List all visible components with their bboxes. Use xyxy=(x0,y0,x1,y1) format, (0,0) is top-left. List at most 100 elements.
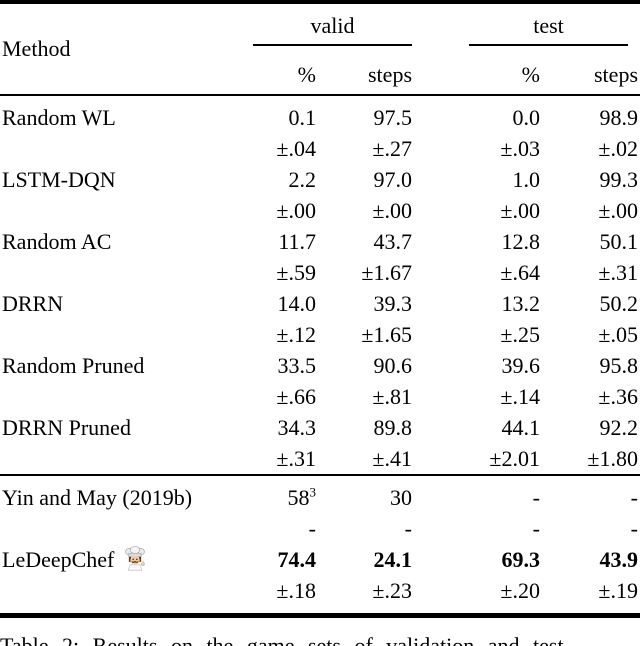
valid-steps-header: steps xyxy=(316,46,412,96)
method-column-header: Method xyxy=(0,4,248,96)
cell-test-steps-error: ±1.80 xyxy=(587,446,638,471)
cell-valid-percent: 33.5 xyxy=(277,353,317,378)
cell-valid-steps: 89.8 xyxy=(373,415,413,440)
method-label: Random Pruned xyxy=(2,353,145,378)
test-steps-header: steps xyxy=(540,46,640,96)
cell-valid-steps-error: ±.27 xyxy=(372,136,412,161)
cell-test-steps: 98.9 xyxy=(599,105,639,130)
cell-valid-steps-error: ±.81 xyxy=(372,384,412,409)
table-row-errors: ---- xyxy=(0,513,640,544)
cell-method-empty xyxy=(0,195,248,226)
cell-valid-steps: 43.7 xyxy=(373,229,413,254)
table-header: Method valid test % steps % steps xyxy=(0,4,640,96)
table-row-values: Random AC 11.7 43.7 12.8 50.1 xyxy=(0,226,640,257)
method-label: LeDeepChef xyxy=(2,547,115,572)
cell-test-percent-error: ±.14 xyxy=(500,384,540,409)
cell-method: DRRN xyxy=(0,288,248,319)
test-percent-header: % xyxy=(412,46,540,96)
table-row-values: Random WL 0.1 97.5 0.0 98.9 xyxy=(0,95,640,133)
cell-test-steps: 43.9 xyxy=(599,547,639,572)
cell-valid-percent: 74.4 xyxy=(277,547,317,572)
cell-test-steps-error: ±.19 xyxy=(598,578,638,603)
results-table: Method valid test % steps % steps Random… xyxy=(0,4,640,606)
table-row-values: LeDeepChef 74.4 24.1 69.3 43.9 xyxy=(0,544,640,575)
cell-test-percent-error: ±.25 xyxy=(500,322,540,347)
cell-method-empty xyxy=(0,513,248,544)
cell-valid-percent: 583 xyxy=(248,474,317,513)
cell-method: LeDeepChef xyxy=(0,544,248,575)
table-row-values: Yin and May (2019b) 583 30- - xyxy=(0,474,640,513)
table-row-errors: ±.04 ±.27 ±.03 ±.02 xyxy=(0,133,640,164)
cell-valid-percent-error: ±.00 xyxy=(276,198,316,223)
cell-method-empty xyxy=(0,575,248,606)
cell-method: Random WL xyxy=(0,95,248,133)
table-top-rule xyxy=(0,0,640,4)
cell-test-percent: 13.2 xyxy=(501,291,541,316)
cell-method-empty xyxy=(0,443,248,475)
test-group-header: test xyxy=(412,4,640,46)
cell-method: LSTM-DQN xyxy=(0,164,248,195)
cell-test-percent: 0.0 xyxy=(512,105,541,130)
cell-test-percent-error: ±2.01 xyxy=(489,446,540,471)
cell-test-percent: 1.0 xyxy=(512,167,541,192)
cell-valid-steps: 30 xyxy=(316,474,412,513)
table-body: Random WL 0.1 97.5 0.0 98.9 ±.04 ±.27 ±.03 ±.02 L… xyxy=(0,95,640,606)
cell-valid-steps: 97.5 xyxy=(373,105,413,130)
valid-percent-header: % xyxy=(248,46,316,96)
superscript-note: 3 xyxy=(309,484,317,500)
method-label: DRRN Pruned xyxy=(2,415,131,440)
table-row-errors: ±.18 ±.23 ±.20 ±.19 xyxy=(0,575,640,606)
cell-test-steps: 99.3 xyxy=(599,167,639,192)
method-label: DRRN xyxy=(2,291,64,316)
cell-method-empty xyxy=(0,133,248,164)
cell-test-percent: 12.8 xyxy=(501,229,541,254)
cell-valid-percent-error: ±.18 xyxy=(276,578,316,603)
cell-test-steps-error: ±.02 xyxy=(598,136,638,161)
cell-test-steps: 95.8 xyxy=(599,353,639,378)
cell-method: Yin and May (2019b) xyxy=(0,474,248,513)
table-row-errors: ±.31 ±.41 ±2.01 ±1.80 xyxy=(0,443,640,475)
table-row-errors: ±.00 ±.00 ±.00 ±.00 xyxy=(0,195,640,226)
method-label: LSTM-DQN xyxy=(2,167,116,192)
table-row-errors: ±.12 ±1.65 ±.25 ±.05 xyxy=(0,319,640,350)
cell-valid-percent-error: ±.04 xyxy=(276,136,316,161)
cell-test-steps-error: - xyxy=(630,516,638,541)
cell-method: Random AC xyxy=(0,226,248,257)
cell-valid-percent-error: ±.59 xyxy=(276,260,316,285)
cell-test-steps-error: ±.36 xyxy=(598,384,638,409)
cell-valid-percent: 2.2 xyxy=(288,167,317,192)
cell-valid-steps-error: ±1.65 xyxy=(361,322,412,347)
method-label: Random AC xyxy=(2,229,112,254)
cell-test-steps-error: ±.05 xyxy=(598,322,638,347)
cell-method: Random Pruned xyxy=(0,350,248,381)
cell-test-percent-error: ±.20 xyxy=(500,578,540,603)
chef-emoji xyxy=(125,546,146,571)
method-label: Random WL xyxy=(2,105,116,130)
method-label: Yin and May (2019b) xyxy=(2,485,193,510)
cell-method-empty xyxy=(0,319,248,350)
table-bottom-rule xyxy=(0,613,640,618)
cell-valid-steps-error: - xyxy=(404,516,412,541)
test-group-label: test xyxy=(533,13,564,38)
cell-valid-percent: 34.3 xyxy=(277,415,317,440)
table-row-values: DRRN Pruned 34.3 89.8 44.1 92.2 xyxy=(0,412,640,443)
cell-valid-steps: 90.6 xyxy=(373,353,413,378)
cell-test-steps: 50.1 xyxy=(599,229,639,254)
cell-valid-steps-error: ±.23 xyxy=(372,578,412,603)
table-row-errors: ±.59 ±1.67 ±.64 ±.31 xyxy=(0,257,640,288)
table-row-values: Random Pruned 33.5 90.6 39.6 95.8 xyxy=(0,350,640,381)
cell-test-steps: - xyxy=(540,474,640,513)
cell-valid-percent: 0.1 xyxy=(288,105,317,130)
valid-group-header: valid xyxy=(248,4,412,46)
valid-group-rule xyxy=(253,44,412,46)
cell-valid-steps: 24.1 xyxy=(373,547,413,572)
cell-test-steps: 50.2 xyxy=(599,291,639,316)
cell-valid-steps-error: ±.00 xyxy=(372,198,412,223)
cell-valid-steps: 97.0 xyxy=(373,167,413,192)
cell-valid-steps-error: ±.41 xyxy=(372,446,412,471)
cell-valid-percent-error: ±.12 xyxy=(276,322,316,347)
cell-test-percent: 39.6 xyxy=(501,353,541,378)
cell-valid-percent-error: ±.66 xyxy=(276,384,316,409)
table-row-values: LSTM-DQN 2.2 97.0 1.0 99.3 xyxy=(0,164,640,195)
cell-test-percent-error: ±.03 xyxy=(500,136,540,161)
